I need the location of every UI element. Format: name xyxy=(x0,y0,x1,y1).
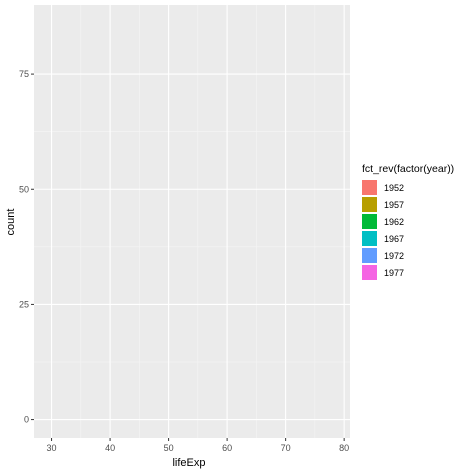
y-tick-label: 50 xyxy=(19,184,29,194)
y-axis-ticks: 0 25 50 75 xyxy=(19,69,34,425)
legend-key-1952 xyxy=(362,180,377,195)
minor-gridlines xyxy=(34,5,350,438)
legend-key-1967 xyxy=(362,231,377,246)
legend-key-1977 xyxy=(362,265,377,280)
y-tick-label: 75 xyxy=(19,69,29,79)
legend-label-1962: 1962 xyxy=(384,217,404,227)
legend-entries: 1952 1957 1962 1967 1972 1977 xyxy=(362,180,404,280)
legend-key-1957 xyxy=(362,197,377,212)
major-gridlines xyxy=(34,5,350,438)
legend-key-1962 xyxy=(362,214,377,229)
x-axis-ticks: 30 40 50 60 70 80 xyxy=(47,438,349,453)
x-tick-label: 50 xyxy=(164,443,174,453)
y-tick-label: 25 xyxy=(19,299,29,309)
plot-panel xyxy=(34,5,350,438)
x-tick-label: 80 xyxy=(339,443,349,453)
legend-label-1957: 1957 xyxy=(384,200,404,210)
x-tick-label: 60 xyxy=(222,443,232,453)
legend-title: fct_rev(factor(year)) xyxy=(362,163,454,175)
x-tick-label: 70 xyxy=(281,443,291,453)
x-axis-title: lifeExp xyxy=(172,457,205,469)
legend-label-1972: 1972 xyxy=(384,251,404,261)
y-axis-title: count xyxy=(5,209,17,236)
legend-label-1967: 1967 xyxy=(384,234,404,244)
x-tick-label: 30 xyxy=(47,443,57,453)
legend-label-1977: 1977 xyxy=(384,268,404,278)
x-tick-label: 40 xyxy=(105,443,115,453)
legend: fct_rev(factor(year)) 195219571962196719… xyxy=(362,163,454,280)
legend-key-1972 xyxy=(362,248,377,263)
legend-label-1952: 1952 xyxy=(384,183,404,193)
y-tick-label: 0 xyxy=(24,415,29,425)
